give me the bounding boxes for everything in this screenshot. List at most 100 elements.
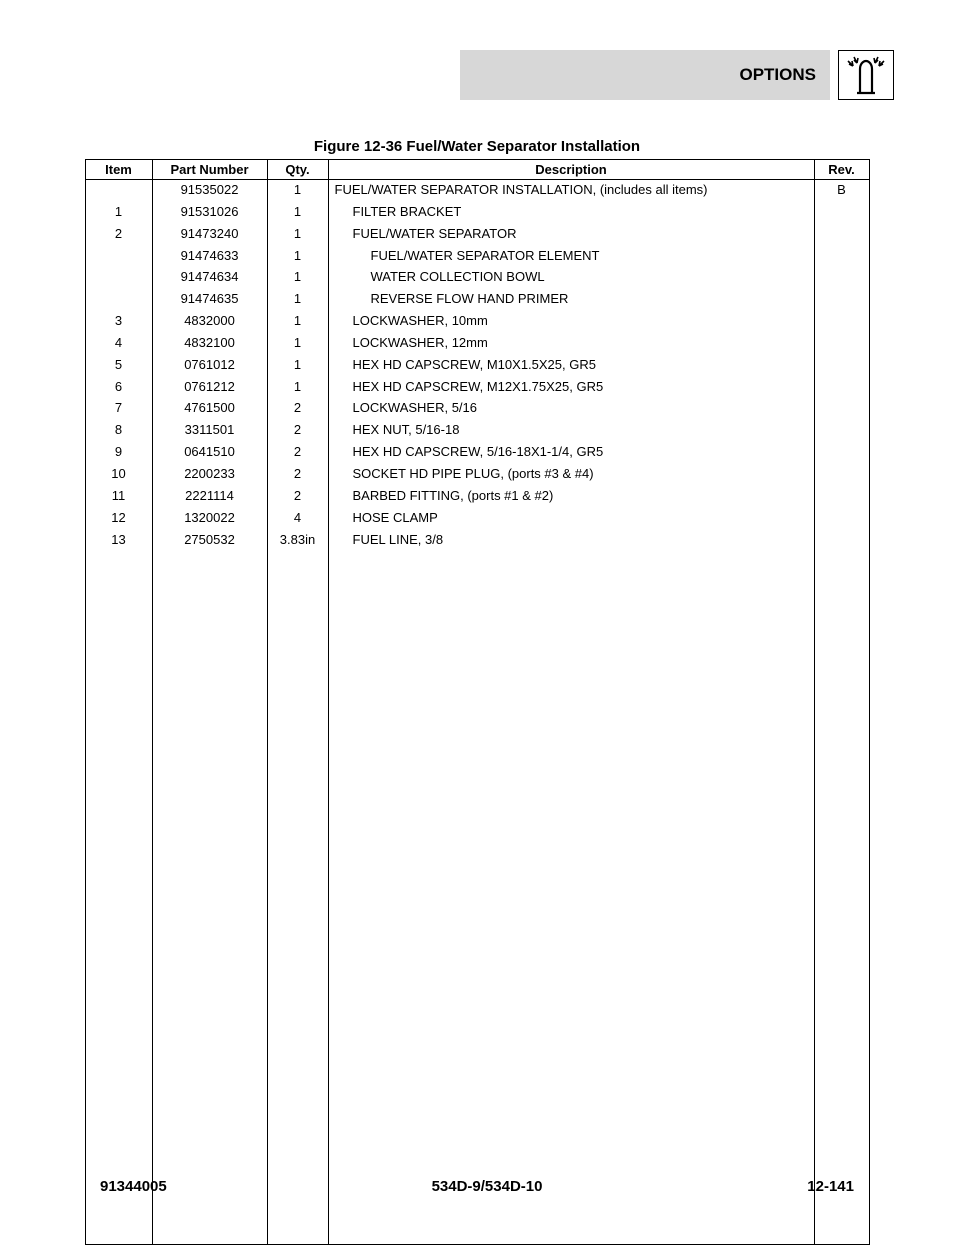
cell-rev bbox=[814, 486, 869, 508]
page-footer: 91344005 534D-9/534D-10 12-141 bbox=[60, 1178, 894, 1195]
cell-qty: 1 bbox=[267, 311, 328, 333]
cell-desc: FILTER BRACKET bbox=[328, 202, 814, 224]
table-row: 1915310261FILTER BRACKET bbox=[85, 202, 869, 224]
col-rev: Rev. bbox=[814, 160, 869, 180]
cell-desc: HEX HD CAPSCREW, M12X1.75X25, GR5 bbox=[328, 377, 814, 399]
cell-empty bbox=[814, 551, 869, 1245]
cell-rev bbox=[814, 224, 869, 246]
cell-empty bbox=[152, 551, 267, 1245]
table-row: 914746331FUEL/WATER SEPARATOR ELEMENT bbox=[85, 246, 869, 268]
cell-item: 6 bbox=[85, 377, 152, 399]
cell-part: 91535022 bbox=[152, 180, 267, 202]
parts-table: Item Part Number Qty. Description Rev. 9… bbox=[85, 159, 870, 1245]
table-row: 914746351REVERSE FLOW HAND PRIMER bbox=[85, 289, 869, 311]
table-row: 833115012HEX NUT, 5/16-18 bbox=[85, 420, 869, 442]
cell-rev bbox=[814, 311, 869, 333]
cell-qty: 2 bbox=[267, 420, 328, 442]
cell-qty: 2 bbox=[267, 464, 328, 486]
cell-rev bbox=[814, 333, 869, 355]
cell-qty: 1 bbox=[267, 202, 328, 224]
cell-qty: 2 bbox=[267, 486, 328, 508]
cell-desc: HEX HD CAPSCREW, M10X1.5X25, GR5 bbox=[328, 355, 814, 377]
cell-item: 3 bbox=[85, 311, 152, 333]
cell-part: 1320022 bbox=[152, 508, 267, 530]
cell-rev bbox=[814, 202, 869, 224]
cell-item: 4 bbox=[85, 333, 152, 355]
cell-rev bbox=[814, 442, 869, 464]
cell-part: 0761012 bbox=[152, 355, 267, 377]
cell-item bbox=[85, 267, 152, 289]
table-row: 747615002LOCKWASHER, 5/16 bbox=[85, 398, 869, 420]
cell-item bbox=[85, 180, 152, 202]
cell-part: 0641510 bbox=[152, 442, 267, 464]
cell-rev bbox=[814, 530, 869, 552]
cell-qty: 2 bbox=[267, 442, 328, 464]
cell-part: 91474635 bbox=[152, 289, 267, 311]
cell-item bbox=[85, 246, 152, 268]
cell-qty: 4 bbox=[267, 508, 328, 530]
cell-qty: 1 bbox=[267, 377, 328, 399]
cell-part: 91474634 bbox=[152, 267, 267, 289]
footer-page-number: 12-141 bbox=[807, 1178, 854, 1195]
section-icon-box bbox=[838, 50, 894, 100]
cell-rev bbox=[814, 355, 869, 377]
cell-desc: HOSE CLAMP bbox=[328, 508, 814, 530]
cell-desc: FUEL LINE, 3/8 bbox=[328, 530, 814, 552]
table-header-row: Item Part Number Qty. Description Rev. bbox=[85, 160, 869, 180]
cell-item: 13 bbox=[85, 530, 152, 552]
cell-rev bbox=[814, 246, 869, 268]
col-qty: Qty. bbox=[267, 160, 328, 180]
table-row: 1327505323.83inFUEL LINE, 3/8 bbox=[85, 530, 869, 552]
cell-part: 0761212 bbox=[152, 377, 267, 399]
cell-item: 5 bbox=[85, 355, 152, 377]
cell-desc: FUEL/WATER SEPARATOR bbox=[328, 224, 814, 246]
cell-qty: 1 bbox=[267, 355, 328, 377]
col-description: Description bbox=[328, 160, 814, 180]
table-row: 915350221FUEL/WATER SEPARATOR INSTALLATI… bbox=[85, 180, 869, 202]
cell-part: 2200233 bbox=[152, 464, 267, 486]
col-part-number: Part Number bbox=[152, 160, 267, 180]
table-row: 348320001LOCKWASHER, 10mm bbox=[85, 311, 869, 333]
table-row: 914746341WATER COLLECTION BOWL bbox=[85, 267, 869, 289]
cell-rev bbox=[814, 464, 869, 486]
cell-part: 91531026 bbox=[152, 202, 267, 224]
footer-doc-number: 91344005 bbox=[100, 1178, 167, 1195]
cell-rev bbox=[814, 508, 869, 530]
cell-rev bbox=[814, 377, 869, 399]
table-body: 915350221FUEL/WATER SEPARATOR INSTALLATI… bbox=[85, 180, 869, 1245]
cell-desc: LOCKWASHER, 10mm bbox=[328, 311, 814, 333]
cell-rev bbox=[814, 289, 869, 311]
cell-empty bbox=[267, 551, 328, 1245]
cell-desc: FUEL/WATER SEPARATOR ELEMENT bbox=[328, 246, 814, 268]
cell-qty: 1 bbox=[267, 224, 328, 246]
cell-part: 4761500 bbox=[152, 398, 267, 420]
cell-qty: 2 bbox=[267, 398, 328, 420]
cell-empty bbox=[85, 551, 152, 1245]
cell-item: 10 bbox=[85, 464, 152, 486]
cell-desc: REVERSE FLOW HAND PRIMER bbox=[328, 289, 814, 311]
cell-qty: 1 bbox=[267, 289, 328, 311]
cell-item: 8 bbox=[85, 420, 152, 442]
table-row: 2914732401FUEL/WATER SEPARATOR bbox=[85, 224, 869, 246]
cell-part: 91473240 bbox=[152, 224, 267, 246]
cell-desc: HEX HD CAPSCREW, 5/16-18X1-1/4, GR5 bbox=[328, 442, 814, 464]
cell-part: 4832000 bbox=[152, 311, 267, 333]
table-row: 507610121HEX HD CAPSCREW, M10X1.5X25, GR… bbox=[85, 355, 869, 377]
cell-qty: 1 bbox=[267, 267, 328, 289]
table-row: 1122211142BARBED FITTING, (ports #1 & #2… bbox=[85, 486, 869, 508]
cell-desc: LOCKWASHER, 12mm bbox=[328, 333, 814, 355]
cell-rev: B bbox=[814, 180, 869, 202]
table-row: 607612121HEX HD CAPSCREW, M12X1.75X25, G… bbox=[85, 377, 869, 399]
cell-part: 2221114 bbox=[152, 486, 267, 508]
cell-desc: BARBED FITTING, (ports #1 & #2) bbox=[328, 486, 814, 508]
figure-caption: Figure 12-36 Fuel/Water Separator Instal… bbox=[60, 138, 894, 155]
header-bar: OPTIONS bbox=[460, 50, 894, 100]
table-filler-row bbox=[85, 551, 869, 1245]
cell-desc: LOCKWASHER, 5/16 bbox=[328, 398, 814, 420]
cell-item: 12 bbox=[85, 508, 152, 530]
cell-item: 1 bbox=[85, 202, 152, 224]
cell-qty: 3.83in bbox=[267, 530, 328, 552]
cell-part: 91474633 bbox=[152, 246, 267, 268]
section-label: OPTIONS bbox=[739, 65, 816, 85]
cell-item: 11 bbox=[85, 486, 152, 508]
